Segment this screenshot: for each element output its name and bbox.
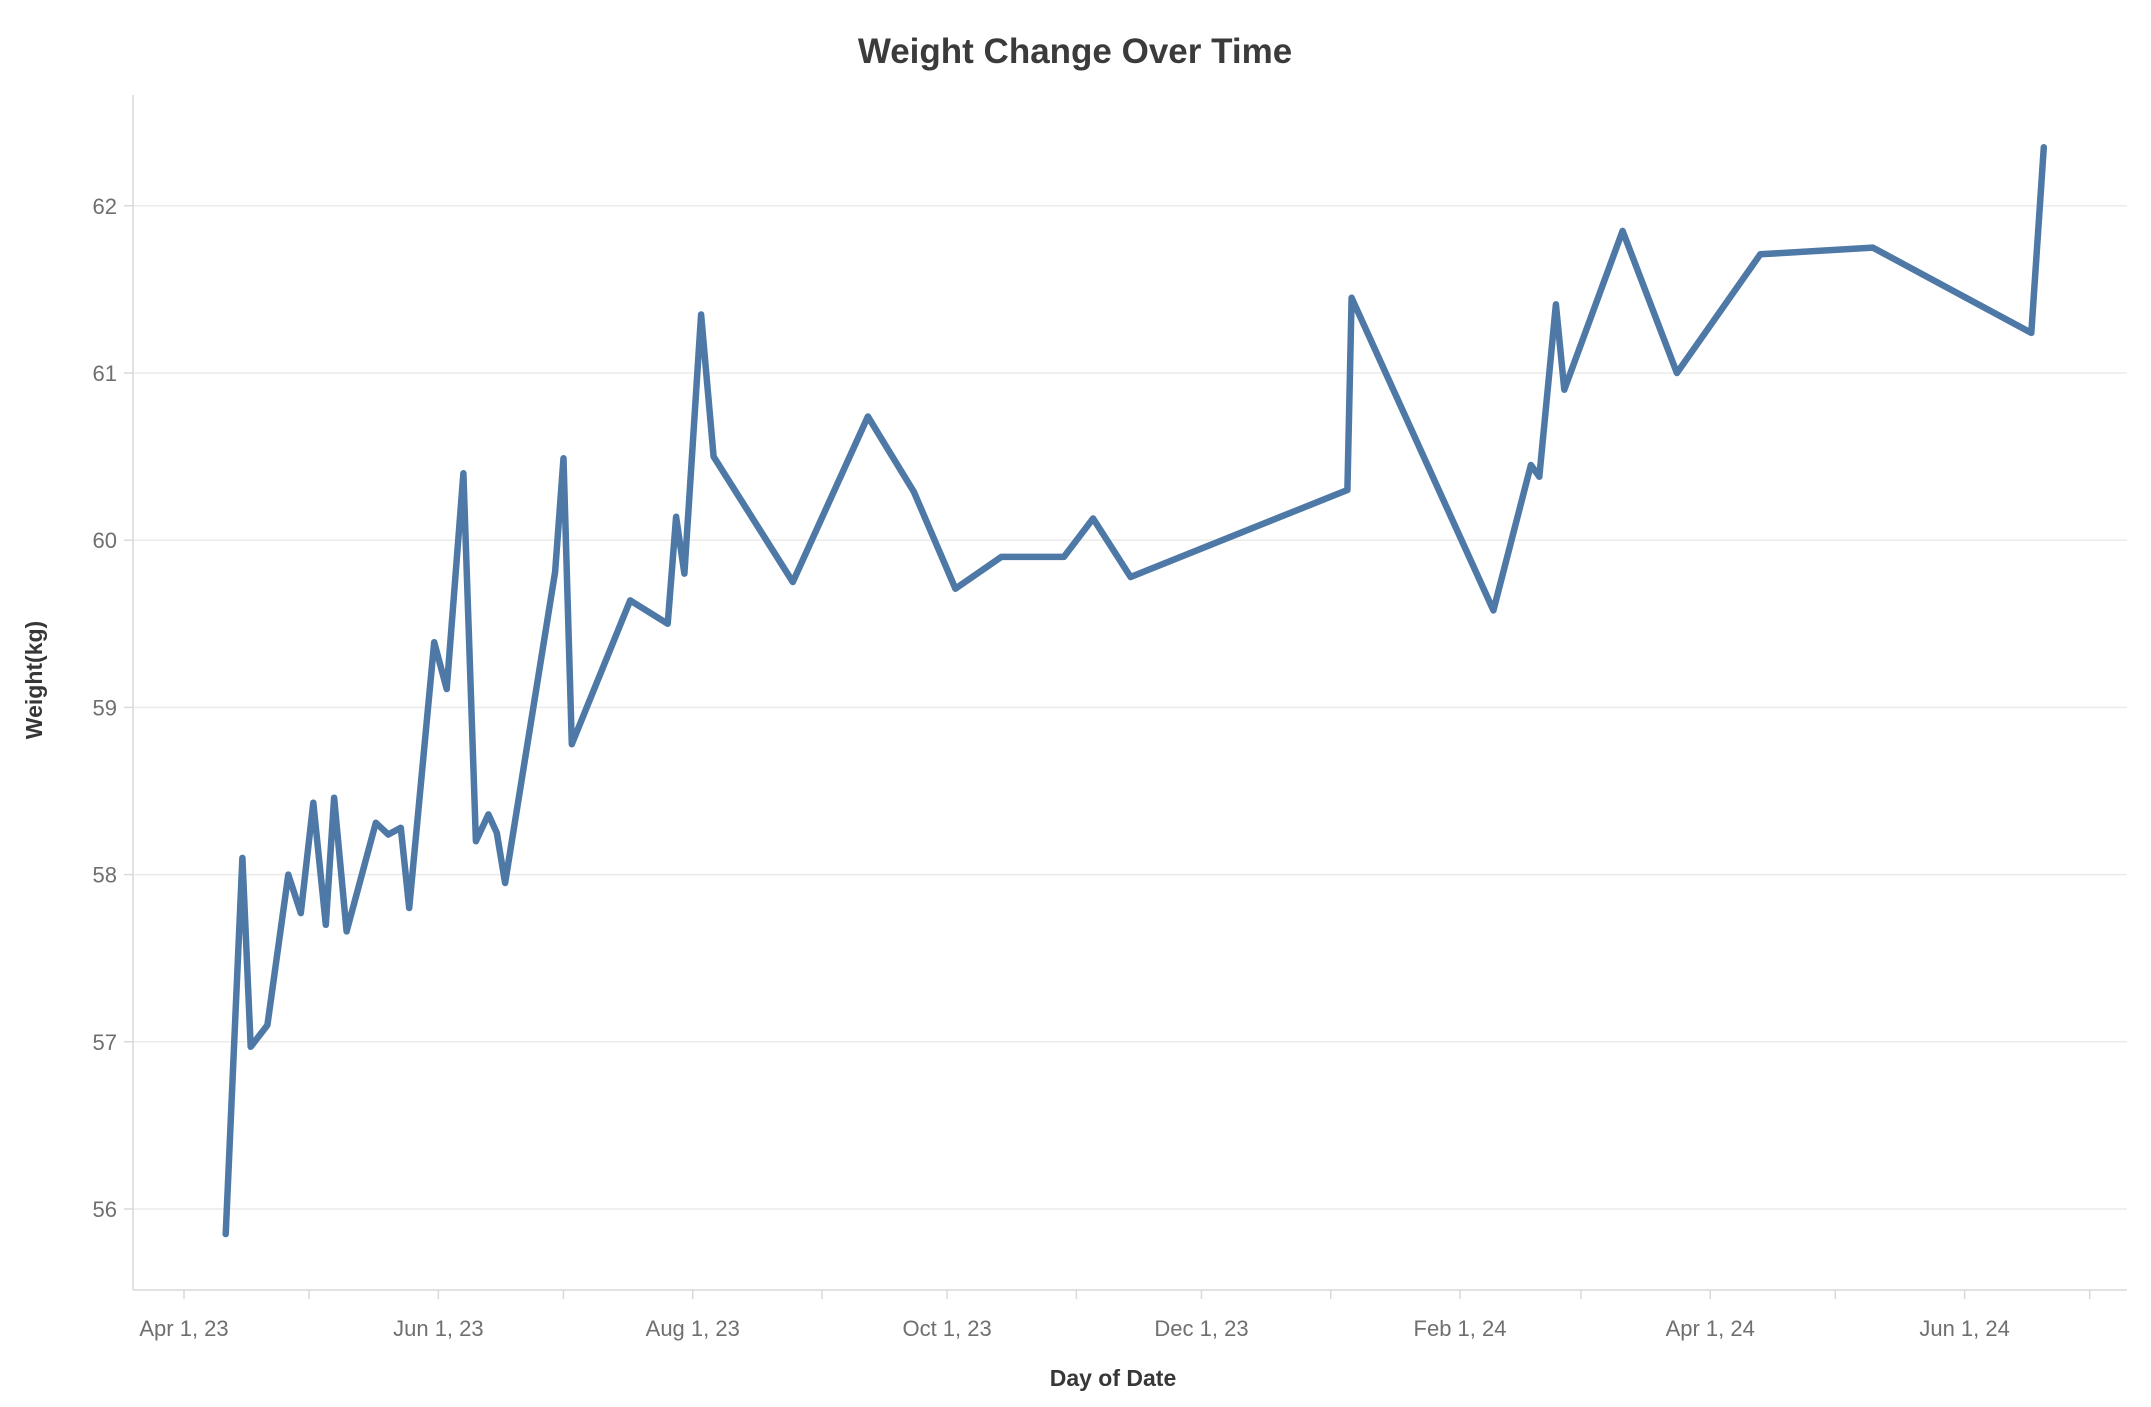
chart-title: Weight Change Over Time (858, 32, 1292, 71)
y-tick-label: 56 (93, 1197, 117, 1222)
x-tick-label: Aug 1, 23 (646, 1316, 740, 1341)
gridlines (133, 205, 2127, 1210)
y-tick-label: 58 (93, 863, 117, 888)
y-axis-title: Weight(kg) (21, 621, 47, 739)
y-tick-label: 61 (93, 361, 117, 386)
x-tick-labels: Apr 1, 23 Jun 1, 23 Aug 1, 23 Oct 1, 23 Dec … (139, 1316, 2009, 1341)
x-tick-label: Dec 1, 23 (1154, 1316, 1248, 1341)
tick-marks (124, 205, 2091, 1299)
x-tick-label: Apr 1, 23 (139, 1316, 228, 1341)
x-tick-label: Feb 1, 24 (1414, 1316, 1507, 1341)
x-tick-label: Apr 1, 24 (1666, 1316, 1755, 1341)
x-tick-label: Jun 1, 24 (1919, 1316, 2010, 1341)
y-tick-label: 59 (93, 695, 117, 720)
y-tick-label: 62 (93, 194, 117, 219)
y-tick-label: 57 (93, 1030, 117, 1055)
x-axis-title: Day of Date (1050, 1365, 1177, 1391)
y-tick-labels: 56 57 58 59 60 61 62 (93, 194, 117, 1222)
x-tick-label: Oct 1, 23 (902, 1316, 991, 1341)
weight-series-line[interactable] (222, 144, 2048, 1238)
x-tick-label: Jun 1, 23 (393, 1316, 484, 1341)
y-tick-label: 60 (93, 528, 117, 553)
